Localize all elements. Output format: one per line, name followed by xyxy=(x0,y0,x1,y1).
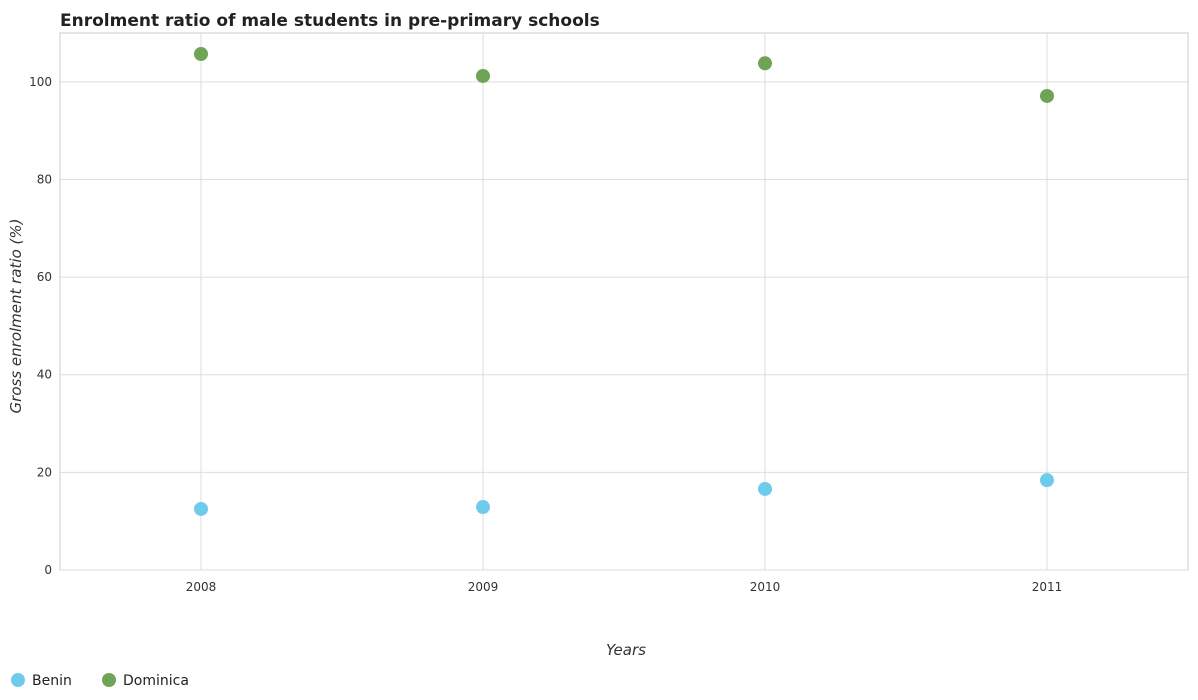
plot-frame xyxy=(59,32,1189,571)
y-tick-label: 80 xyxy=(37,172,52,186)
y-axis-label: Gross enrolment ratio (%) xyxy=(7,219,25,414)
legend-marker-dominica xyxy=(102,673,116,687)
point-benin-2008 xyxy=(194,501,208,516)
point-dominica-2010 xyxy=(758,56,772,71)
x-axis-ticks: 2008 2009 2010 2011 xyxy=(186,580,1063,594)
legend-marker-benin xyxy=(11,673,25,687)
point-benin-2011 xyxy=(1040,473,1054,488)
legend: Benin Dominica xyxy=(11,673,189,689)
point-dominica-2008 xyxy=(194,46,208,61)
legend-label-dominica: Dominica xyxy=(123,673,189,689)
legend-label-benin: Benin xyxy=(32,673,72,689)
chart-title: Enrolment ratio of male students in pre-… xyxy=(60,11,600,31)
x-axis-label: Years xyxy=(606,641,646,659)
x-tick-label: 2008 xyxy=(186,580,217,594)
point-benin-2009 xyxy=(476,500,490,515)
x-tick-label: 2010 xyxy=(750,580,781,594)
y-tick-label: 0 xyxy=(44,563,52,577)
y-tick-label: 20 xyxy=(37,465,52,479)
y-axis-ticks: 0 20 40 60 80 100 xyxy=(29,75,52,577)
y-tick-label: 60 xyxy=(37,270,52,284)
point-dominica-2009 xyxy=(476,68,490,83)
point-dominica-2011 xyxy=(1040,88,1054,103)
grid xyxy=(59,32,1189,571)
x-tick-label: 2011 xyxy=(1032,580,1063,594)
y-tick-label: 100 xyxy=(29,75,52,89)
point-benin-2010 xyxy=(758,481,772,496)
x-tick-label: 2009 xyxy=(468,580,499,594)
y-tick-label: 40 xyxy=(37,368,52,382)
data-points xyxy=(194,46,1054,516)
